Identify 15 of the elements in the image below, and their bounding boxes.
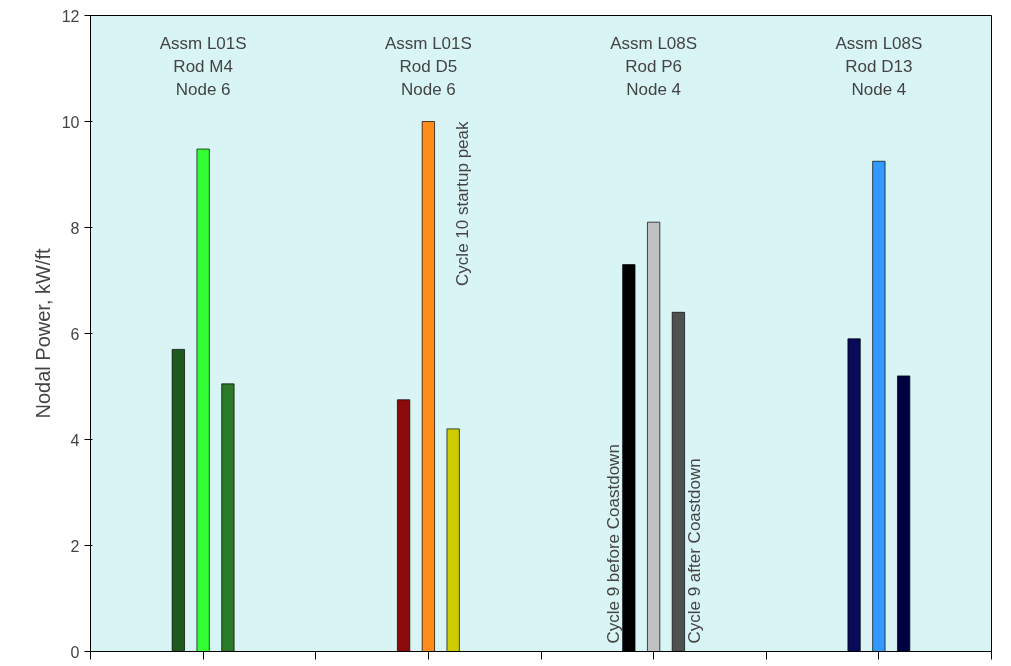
annotation: Assm L08S Rod D13 Node 4 <box>835 34 923 99</box>
annotation: Assm L01S Rod D5 Node 6 <box>384 34 472 99</box>
y-tick-label: 12 <box>61 7 80 25</box>
text: Cycle 10 startup peak <box>452 121 472 286</box>
y-tick-label: 6 <box>70 325 80 343</box>
text: Cycle 9 after Coastdown <box>684 458 704 644</box>
y-tick-label: 10 <box>61 113 80 131</box>
y-tick-label: 0 <box>70 643 80 661</box>
annotation: Assm L01S Rod M4 Node 6 <box>159 34 247 99</box>
y-tick-label: 2 <box>70 537 80 555</box>
y-axis-title: Nodal Power, kW/ft <box>31 248 54 419</box>
y-tick-label: 8 <box>70 219 80 237</box>
y-tick-label: 4 <box>70 431 80 449</box>
text: Cycle 9 before Coastdown <box>603 444 623 644</box>
annotation: Assm L08S Rod P6 Node 4 <box>610 34 698 99</box>
